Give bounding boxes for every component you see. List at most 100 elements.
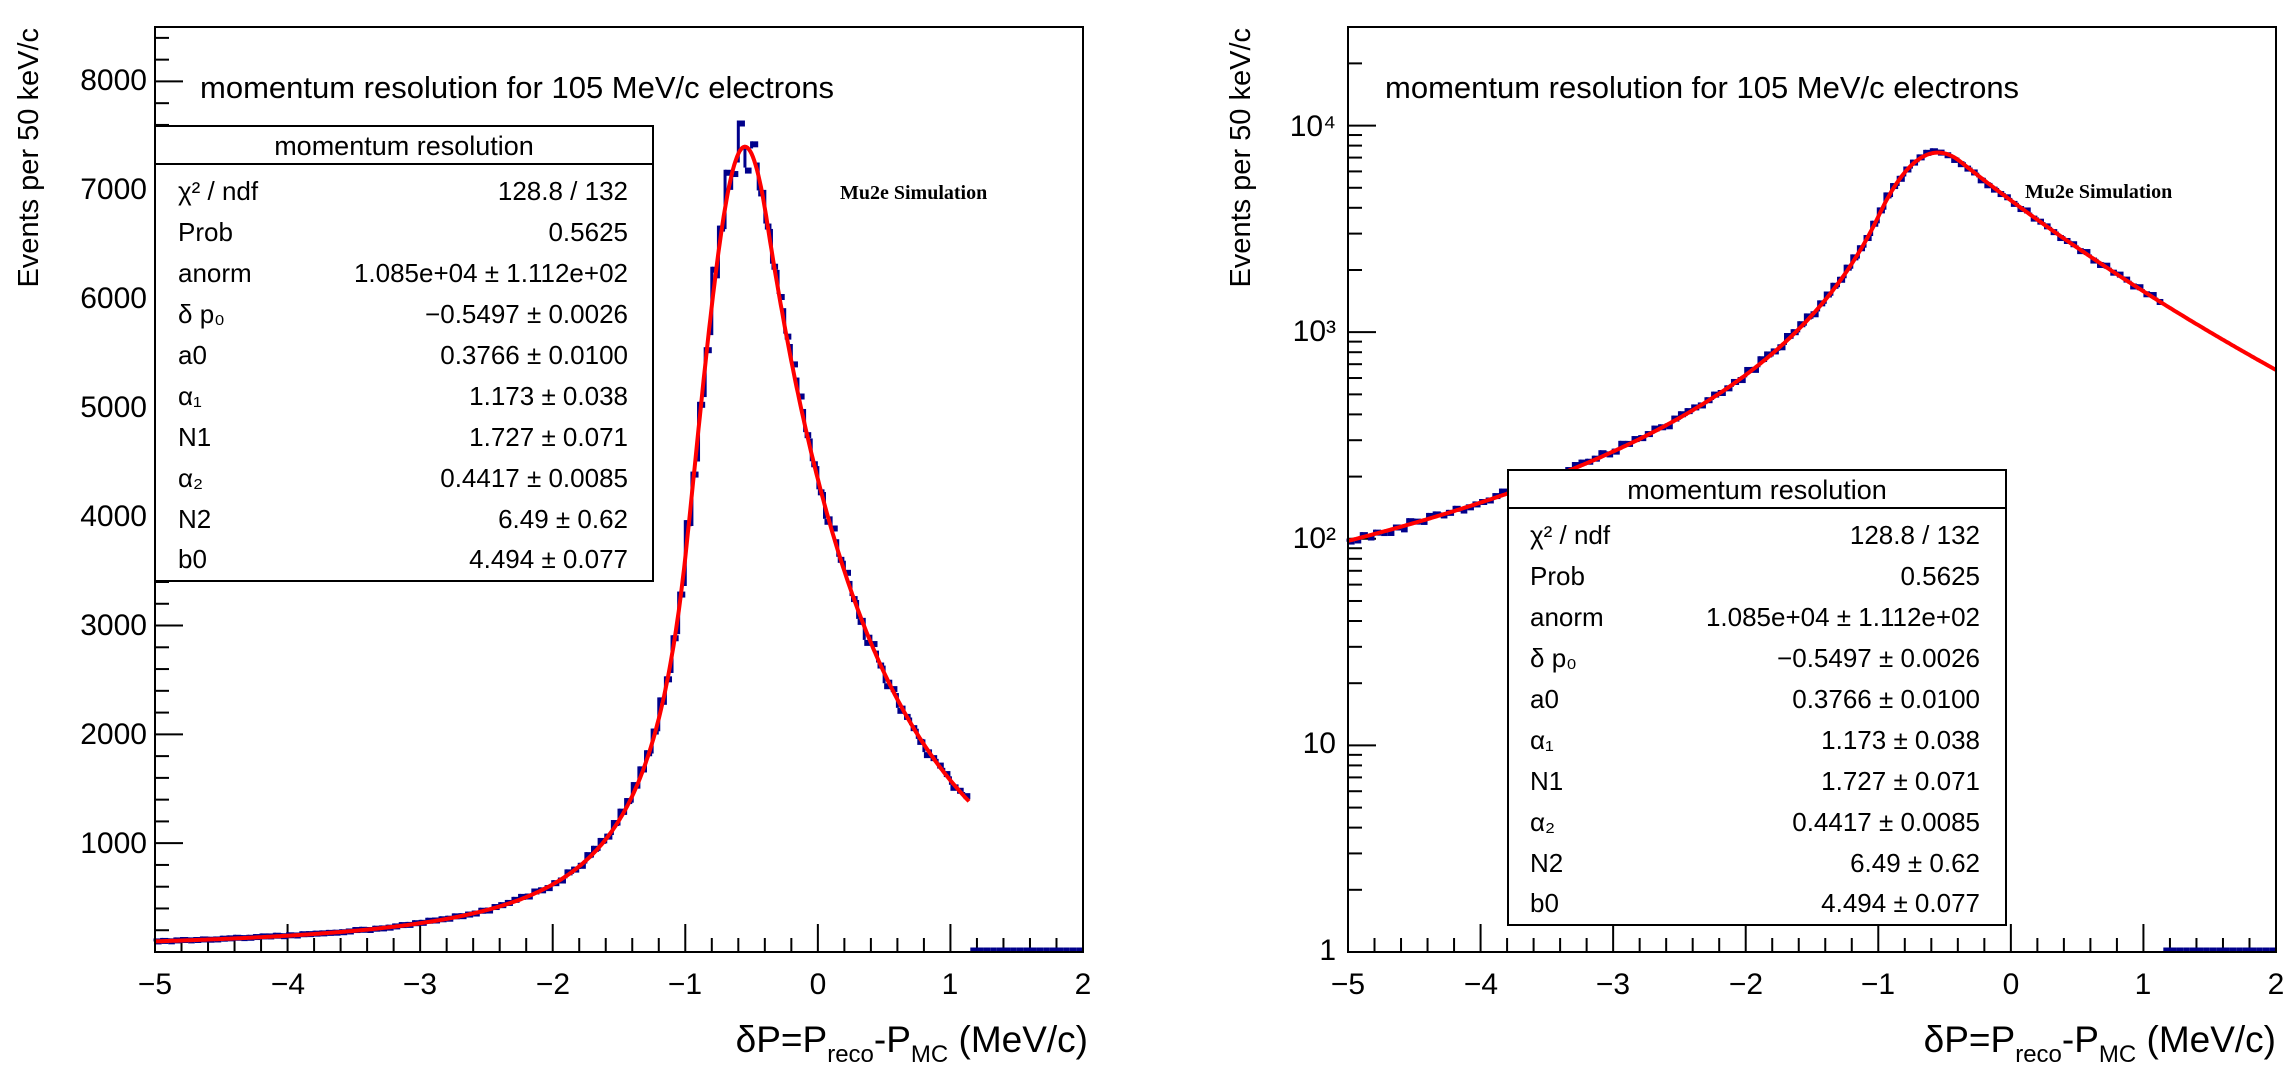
right-x-tick-label: 2	[2268, 968, 2285, 1001]
right-stats-box: momentum resolution χ² / ndf 128.8 / 132…	[1507, 469, 2007, 926]
left-stat-name: Prob	[178, 217, 233, 247]
right-x-tick-label: −1	[1861, 968, 1895, 1001]
left-stat-name: α₂	[178, 463, 203, 493]
right-stats-header: momentum resolution	[1627, 475, 1887, 505]
right-stats-frame	[1507, 469, 2007, 926]
left-y-tick-label: 6000	[80, 282, 147, 315]
right-histogram-bin	[2150, 292, 2157, 299]
left-x-tick-label: 2	[1075, 968, 1092, 1001]
right-histogram-bin	[1500, 488, 1508, 495]
left-y-tick-label: 4000	[80, 500, 147, 533]
right-histogram-bin	[1599, 450, 1607, 457]
left-stat-value: 4.494 ± 0.077	[469, 544, 628, 574]
right-stat-value: 1.173 ± 0.038	[1821, 725, 1980, 755]
right-histogram-bin	[1367, 534, 1375, 541]
left-histogram-bin	[738, 120, 745, 127]
right-plot-title: momentum resolution for 105 MeV/c electr…	[1385, 70, 2019, 105]
left-y-tick-label: 2000	[80, 718, 147, 751]
right-y-tick-label: 1	[1319, 934, 1336, 967]
right-x-axis-title: δP=Preco-PMC (MeV/c)	[1924, 1019, 2276, 1068]
right-y-tick-label: 10⁴	[1290, 110, 1336, 143]
left-stat-value: 1.727 ± 0.071	[469, 422, 628, 452]
left-y-tick-label: 5000	[80, 391, 147, 424]
right-stat-value: 1.727 ± 0.071	[1821, 766, 1980, 796]
left-stat-name: b0	[178, 544, 207, 574]
right-stat-name: χ² / ndf	[1530, 520, 1611, 550]
right-stat-name: α₁	[1530, 725, 1554, 755]
left-histogram-bin	[897, 707, 905, 714]
left-stat-name: α₁	[178, 381, 202, 411]
right-x-tick-label: −2	[1729, 968, 1763, 1001]
left-histogram-bin	[725, 169, 732, 176]
right-stat-value: 6.49 ± 0.62	[1850, 848, 1980, 878]
right-stat-value: −0.5497 ± 0.0026	[1777, 643, 1980, 673]
left-x-tick-label: −3	[403, 968, 437, 1001]
right-stat-name: δ p₀	[1530, 643, 1577, 673]
right-stat-name: anorm	[1530, 602, 1604, 632]
left-stat-name: δ p₀	[178, 299, 225, 329]
left-stat-value: 6.49 ± 0.62	[498, 504, 628, 534]
left-stat-name: N2	[178, 504, 211, 534]
left-stat-name: χ² / ndf	[178, 176, 259, 206]
left-stat-value: 0.3766 ± 0.0100	[440, 340, 628, 370]
right-stat-name: b0	[1530, 888, 1559, 918]
right-stat-value: 0.3766 ± 0.0100	[1792, 684, 1980, 714]
right-histogram-bin	[1401, 526, 1408, 533]
linear-histogram-panel: 1000 2000 3000 4000 5000 6000 7000 8000 …	[13, 26, 1092, 1068]
left-x-axis-title: δP=Preco-PMC (MeV/c)	[736, 1019, 1088, 1068]
right-histogram-bin	[1951, 156, 1958, 163]
left-x-tick-label: −5	[138, 968, 172, 1001]
right-fit-curve	[1347, 150, 2277, 543]
left-histogram-bin	[923, 752, 931, 759]
left-stat-value: 0.5625	[548, 217, 628, 247]
left-histogram-bin	[950, 784, 958, 791]
left-histogram-bin	[864, 639, 871, 646]
right-histogram-bin	[1785, 333, 1793, 340]
right-histogram-bin	[1977, 177, 1985, 184]
right-histogram-bin	[1739, 377, 1746, 384]
right-y-axis-title: Events per 50 keV/c	[1225, 28, 1257, 288]
left-x-tick-label: 0	[810, 968, 827, 1001]
right-stat-name: a0	[1530, 684, 1559, 714]
left-stats-frame	[154, 125, 654, 582]
right-x-tick-label: −3	[1596, 968, 1630, 1001]
right-stat-name: N2	[1530, 848, 1563, 878]
left-stat-value: −0.5497 ± 0.0026	[425, 299, 628, 329]
left-stat-name: a0	[178, 340, 207, 370]
left-y-tick-label: 8000	[80, 64, 147, 97]
right-histogram-bin	[1387, 529, 1395, 536]
right-stat-name: Prob	[1530, 561, 1585, 591]
right-x-tick-label: 1	[2135, 968, 2152, 1001]
left-histogram-bin	[744, 167, 752, 174]
left-histogram-bin	[831, 525, 838, 532]
right-stat-value: 0.4417 ± 0.0085	[1792, 807, 1980, 837]
right-histogram-bin	[1573, 462, 1580, 469]
right-stat-name: N1	[1530, 766, 1563, 796]
left-histogram-bin	[884, 683, 891, 690]
right-y-tick-label: 10³	[1293, 315, 1336, 348]
right-histogram-bin	[1354, 537, 1362, 544]
left-y-tick-label: 3000	[80, 609, 147, 642]
right-stat-value: 128.8 / 132	[1850, 520, 1980, 550]
right-x-tick-label: −4	[1464, 968, 1498, 1001]
right-y-tick-label: 10²	[1293, 522, 1336, 555]
left-histogram-bin	[844, 569, 851, 576]
right-histogram-bin	[1619, 440, 1627, 447]
left-stat-name: N1	[178, 422, 211, 452]
left-plot-title: momentum resolution for 105 MeV/c electr…	[200, 70, 834, 105]
log-histogram-panel: 1 10 10² 10³ 10⁴ −5 −4 −3 −2 −1 0 1 2 δP…	[1225, 26, 2285, 1068]
right-axis-ticks	[1347, 26, 2277, 953]
left-fit-curve	[154, 144, 971, 944]
right-x-tick-label: −5	[1331, 968, 1365, 1001]
right-histogram-bin	[1460, 507, 1468, 514]
left-y-tick-label: 7000	[80, 173, 147, 206]
left-stat-value: 0.4417 ± 0.0085	[440, 463, 628, 493]
right-y-tick-label: 10	[1303, 727, 1336, 760]
right-stat-value: 0.5625	[1900, 561, 1980, 591]
right-stat-value: 4.494 ± 0.077	[1821, 888, 1980, 918]
left-histogram-bin	[870, 641, 878, 648]
left-stats-header: momentum resolution	[274, 131, 534, 161]
left-x-tick-label: 1	[942, 968, 959, 1001]
left-stat-value: 1.173 ± 0.038	[469, 381, 628, 411]
